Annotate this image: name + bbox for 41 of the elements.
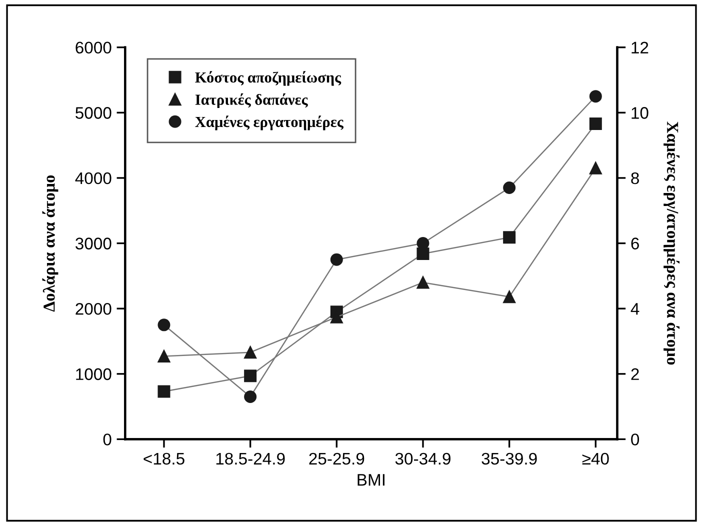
point	[158, 385, 170, 398]
legend-label: Ιατρικές δαπάνες	[195, 93, 308, 108]
point	[416, 276, 430, 289]
point	[158, 350, 170, 363]
point	[330, 253, 343, 266]
y2-tick-label: 8	[631, 172, 639, 184]
point	[589, 118, 602, 130]
point	[158, 318, 170, 332]
y-tick-label: 6000	[76, 42, 112, 54]
x-tick-label: 35-39.9	[482, 452, 537, 465]
y2-tick-label: 0	[631, 434, 640, 446]
x-axis-title: BMI	[358, 474, 384, 486]
point	[244, 370, 257, 382]
point	[503, 290, 516, 304]
x-tick-label: ≥40	[582, 452, 609, 465]
y2-tick-label: 2	[631, 368, 639, 380]
y2-tick-label: 6	[631, 238, 639, 250]
y-tick-label: 0	[103, 434, 112, 446]
point	[503, 182, 516, 194]
point	[244, 390, 257, 404]
y-axis-title: Δολάρια ανα άτομο	[42, 175, 58, 312]
x-tick-label: <18.5	[144, 452, 184, 465]
y-tick-label: 2000	[76, 302, 112, 315]
y2-tick-label: 10	[632, 107, 648, 119]
legend-label: Χαμένες εργατοημέρες	[195, 116, 344, 130]
point	[589, 90, 602, 103]
x-tick-label: 18.5-24.9	[216, 452, 285, 465]
y-tick-label: 5000	[76, 107, 112, 119]
x-tick-label: 25-25.9	[309, 452, 364, 465]
y2-tick-label: 12	[632, 42, 648, 54]
point	[589, 162, 602, 174]
point	[244, 346, 257, 359]
y-tick-label: 3000	[76, 238, 112, 250]
y-tick-label: 4000	[75, 172, 112, 184]
y2-axis-title: Χαμένες εργ/ατοημέρες ανα άτομο	[664, 122, 680, 365]
point	[503, 231, 516, 244]
y-tick-label: 1000	[76, 368, 112, 380]
legend-label: Κόστος αποζημείωσης	[195, 71, 342, 86]
x-tick-label: 30-34.9	[395, 452, 450, 465]
y2-tick-label: 4	[630, 303, 640, 315]
point	[416, 247, 430, 260]
